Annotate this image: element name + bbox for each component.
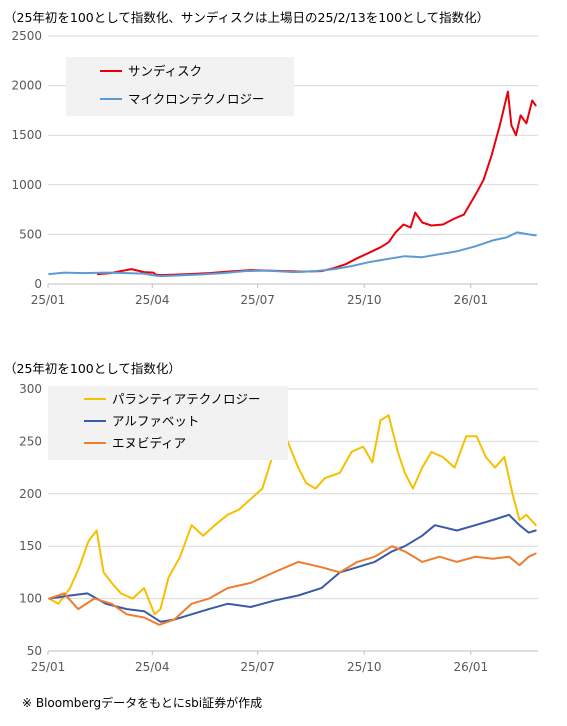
chart2-y-tick-label: 150 [19, 539, 42, 553]
footnote: ※ Bloombergデータをもとにsbi証券が作成 [22, 696, 263, 710]
chart2-series-line-1 [48, 414, 537, 616]
chart1-y-tick-label: 1000 [11, 178, 42, 192]
chart1-y-tick-label: 2000 [11, 79, 42, 93]
chart2-x-tick-label: 26/01 [454, 660, 489, 674]
chart1-x-tick-label: 25/04 [135, 293, 170, 307]
chart1-y-tick-label: 2500 [11, 29, 42, 43]
chart1-x-tick-label: 25/07 [240, 293, 275, 307]
chart2-legend-label: エヌビディア [112, 436, 186, 451]
chart1-legend-label: サンディスク [128, 64, 202, 79]
chart2-legend-label: アルファベット [112, 414, 199, 429]
chart2-x-tick-label: 25/04 [135, 660, 170, 674]
chart1-legend [66, 57, 294, 116]
chart1-x-tick-label: 25/01 [31, 293, 66, 307]
chart2-y-tick-label: 300 [19, 382, 42, 396]
chart2-y-tick-label: 200 [19, 487, 42, 501]
chart2-y-tick-label: 250 [19, 434, 42, 448]
chart1-note: （25年初を100として指数化、サンディスクは上場日の25/2/13を100とし… [4, 10, 490, 25]
chart2-x-tick-label: 25/10 [347, 660, 382, 674]
chart1-series-line-2 [48, 231, 537, 278]
chart2-y-tick-label: 50 [27, 644, 42, 658]
chart1-x-tick-label: 25/10 [347, 293, 382, 307]
chart1-y-tick-label: 0 [34, 277, 42, 291]
chart1-y-tick-label: 500 [19, 227, 42, 241]
sandisk-micron-chart: 0 500 1000 1500 2000 2500 25/01 25/04 25/07 25/10… [11, 29, 538, 307]
chart2-series-line-2 [48, 513, 537, 623]
chart1-legend-label: マイクロンテクノロジー [128, 92, 265, 107]
chart2-series-line-3 [48, 545, 537, 626]
palantir-alphabet-nvidia-chart: 50 100 150 200 250 300 25/01 25/04 25/07 25/10 26/… [19, 382, 538, 674]
chart1-x-tick-label: 26/01 [454, 293, 489, 307]
chart2-note: （25年初を100として指数化） [4, 361, 181, 376]
chart2-x-tick-label: 25/01 [31, 660, 66, 674]
chart2-x-tick-label: 25/07 [240, 660, 275, 674]
chart2-legend-label: パランティアテクノロジー [112, 392, 261, 407]
chart1-y-tick-label: 1500 [11, 128, 42, 142]
chart2-y-tick-label: 100 [19, 592, 42, 606]
